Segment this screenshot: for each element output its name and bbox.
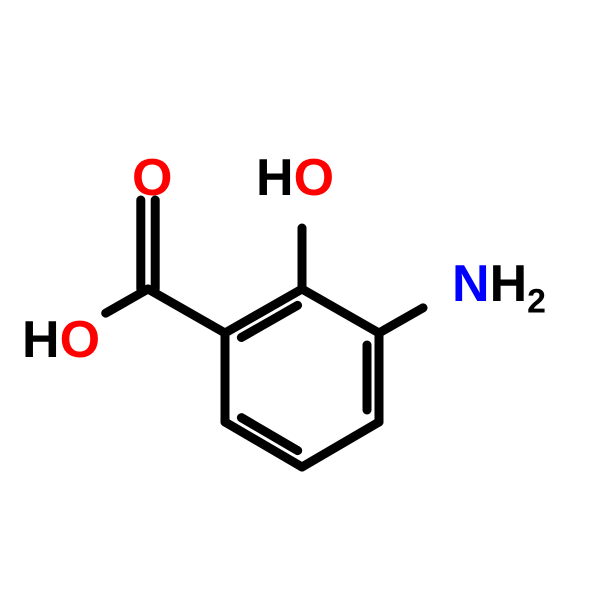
atom-label-carboxyl_oxygen: O bbox=[132, 148, 172, 208]
atom-label-amine: NH2 bbox=[452, 254, 546, 321]
atom-label-carboxyl_hydroxyl: HO bbox=[22, 310, 100, 370]
atom-label-phenol_hydroxyl: HO bbox=[256, 148, 334, 208]
